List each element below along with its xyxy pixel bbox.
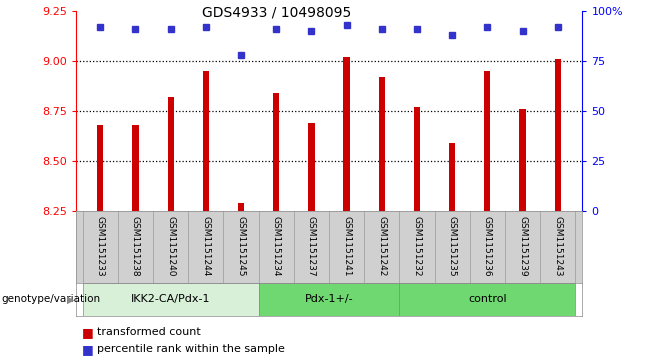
Bar (259, 283, 399, 316)
Text: GSM1151232: GSM1151232 (413, 216, 422, 277)
Text: GSM1151237: GSM1151237 (307, 216, 316, 277)
Text: GSM1151238: GSM1151238 (131, 216, 140, 277)
Bar (399, 283, 575, 316)
Text: IKK2-CA/Pdx-1: IKK2-CA/Pdx-1 (131, 294, 211, 305)
Text: GSM1151239: GSM1151239 (518, 216, 527, 277)
Text: GSM1151243: GSM1151243 (553, 216, 562, 277)
Text: GSM1151241: GSM1151241 (342, 216, 351, 277)
Bar (83, 283, 259, 316)
Bar (308, 123, 315, 211)
Bar (484, 71, 490, 211)
Text: transformed count: transformed count (97, 327, 201, 337)
Bar (203, 71, 209, 211)
Text: control: control (468, 294, 507, 305)
Text: percentile rank within the sample: percentile rank within the sample (97, 344, 286, 354)
Text: GSM1151240: GSM1151240 (166, 216, 175, 277)
Bar (449, 143, 455, 211)
Text: genotype/variation: genotype/variation (1, 294, 101, 305)
Bar (555, 59, 561, 211)
Text: Pdx-1+/-: Pdx-1+/- (305, 294, 353, 305)
Text: ■: ■ (82, 326, 94, 339)
Bar (343, 57, 350, 211)
Bar (519, 109, 526, 211)
Bar (238, 203, 244, 211)
Bar (378, 77, 385, 211)
Bar (97, 125, 103, 211)
Text: GSM1151242: GSM1151242 (377, 216, 386, 277)
Bar (414, 107, 420, 211)
Bar (132, 125, 139, 211)
Bar (168, 97, 174, 211)
Text: GDS4933 / 10498095: GDS4933 / 10498095 (202, 5, 351, 20)
Text: ■: ■ (82, 343, 94, 356)
Text: GSM1151245: GSM1151245 (236, 216, 245, 277)
Text: GSM1151244: GSM1151244 (201, 216, 211, 277)
Text: GSM1151234: GSM1151234 (272, 216, 281, 277)
Text: GSM1151236: GSM1151236 (483, 216, 492, 277)
Text: GSM1151233: GSM1151233 (96, 216, 105, 277)
Text: GSM1151235: GSM1151235 (447, 216, 457, 277)
Text: ▶: ▶ (66, 294, 74, 305)
Bar (273, 93, 280, 211)
